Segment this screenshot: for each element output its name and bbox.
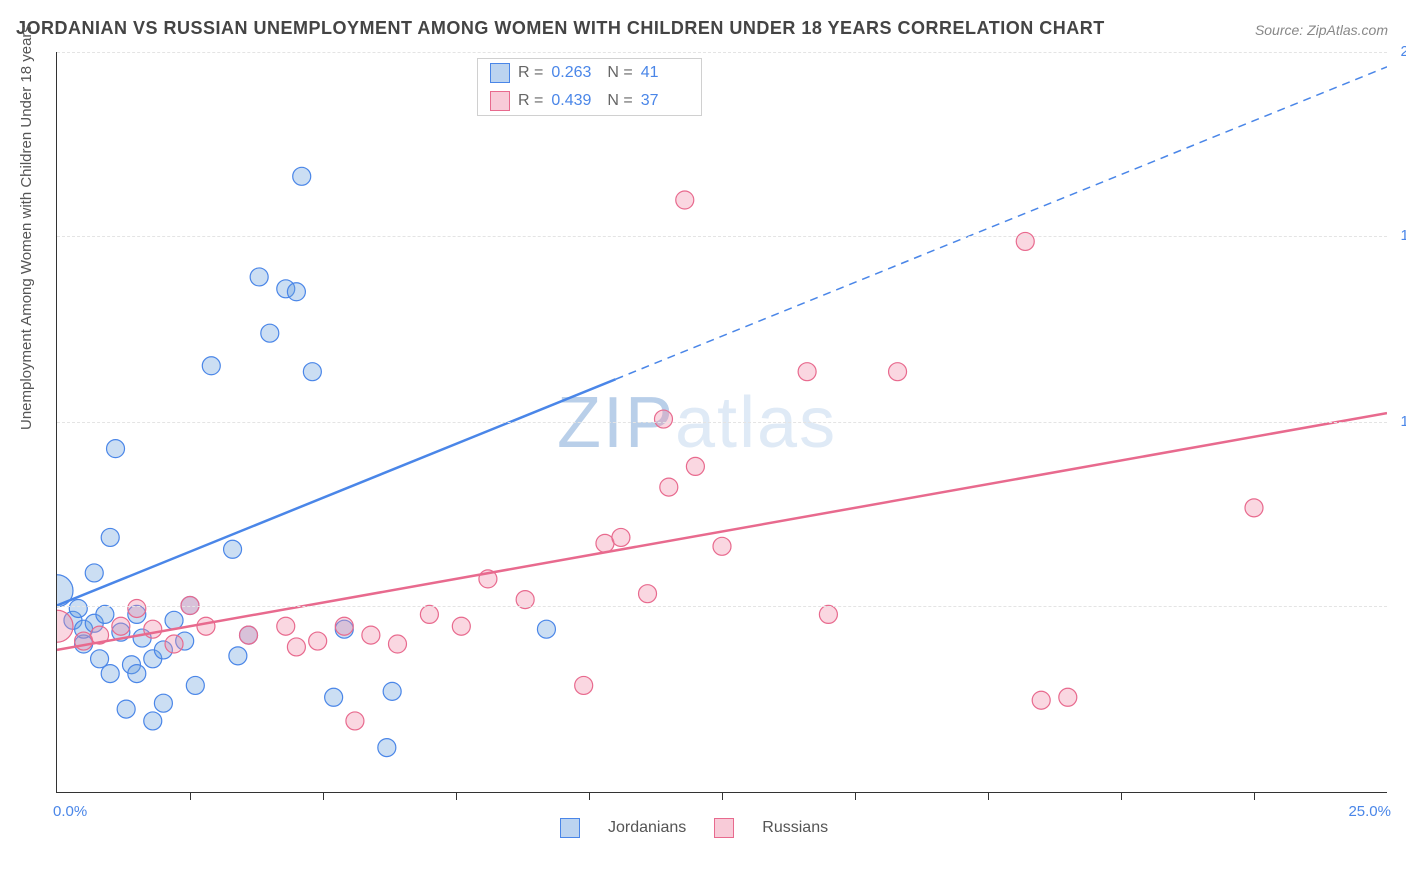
x-axis-end-label: 25.0% — [1348, 803, 1391, 820]
x-tick — [988, 792, 989, 800]
data-point — [388, 635, 406, 653]
swatch-icon — [714, 818, 734, 838]
data-point — [575, 676, 593, 694]
scatter-plot: ZIPatlas R =0.263 N =41 R =0.439 N =37 0… — [56, 52, 1387, 793]
data-point — [383, 682, 401, 700]
data-point — [660, 478, 678, 496]
data-point — [452, 617, 470, 635]
data-point — [676, 191, 694, 209]
x-tick — [1121, 792, 1122, 800]
data-point — [654, 410, 672, 428]
data-point — [229, 647, 247, 665]
data-point — [309, 632, 327, 650]
data-point — [85, 564, 103, 582]
data-point — [96, 605, 114, 623]
data-point — [420, 605, 438, 623]
data-point — [224, 540, 242, 558]
x-axis-start-label: 0.0% — [53, 803, 87, 820]
data-point — [128, 665, 146, 683]
data-point — [325, 688, 343, 706]
legend-label-russians: Russians — [762, 819, 828, 837]
data-point — [261, 324, 279, 342]
data-point — [101, 528, 119, 546]
source-label: Source: ZipAtlas.com — [1255, 22, 1388, 38]
data-point — [112, 617, 130, 635]
data-point — [1059, 688, 1077, 706]
data-point — [277, 617, 295, 635]
data-point — [1245, 499, 1263, 517]
data-point — [1032, 691, 1050, 709]
gridline — [57, 606, 1387, 607]
x-tick — [323, 792, 324, 800]
data-point — [303, 363, 321, 381]
data-point — [197, 617, 215, 635]
y-tick-label: 6.3% — [1395, 597, 1406, 614]
data-point — [144, 712, 162, 730]
data-point — [798, 363, 816, 381]
data-point — [165, 611, 183, 629]
regression-line-dashed — [616, 67, 1387, 379]
data-point — [596, 534, 614, 552]
data-point — [362, 626, 380, 644]
data-point — [335, 617, 353, 635]
data-point — [165, 635, 183, 653]
swatch-icon — [560, 818, 580, 838]
data-point — [378, 739, 396, 757]
data-point — [612, 528, 630, 546]
regression-line — [57, 379, 616, 605]
gridline — [57, 422, 1387, 423]
data-point — [819, 605, 837, 623]
gridline — [57, 52, 1387, 53]
legend-label-jordanians: Jordanians — [608, 819, 686, 837]
data-point — [128, 599, 146, 617]
data-point — [346, 712, 364, 730]
x-tick — [190, 792, 191, 800]
chart-title: JORDANIAN VS RUSSIAN UNEMPLOYMENT AMONG … — [16, 18, 1105, 39]
data-point — [101, 665, 119, 683]
data-point — [293, 167, 311, 185]
data-point — [713, 537, 731, 555]
legend: Jordanians Russians — [560, 818, 828, 838]
regression-line — [57, 413, 1387, 650]
data-point — [686, 457, 704, 475]
data-point — [537, 620, 555, 638]
y-axis-label: Unemployment Among Women with Children U… — [18, 25, 35, 430]
x-tick — [722, 792, 723, 800]
x-tick — [589, 792, 590, 800]
data-point — [117, 700, 135, 718]
data-point — [107, 440, 125, 458]
data-point — [186, 676, 204, 694]
x-tick — [855, 792, 856, 800]
y-tick-label: 12.5% — [1395, 413, 1406, 430]
x-tick — [456, 792, 457, 800]
data-point — [287, 283, 305, 301]
data-point — [287, 638, 305, 656]
data-point — [240, 626, 258, 644]
y-tick-label: 18.8% — [1395, 227, 1406, 244]
data-point — [639, 585, 657, 603]
data-point — [154, 694, 172, 712]
data-point — [889, 363, 907, 381]
data-point — [250, 268, 268, 286]
data-point — [144, 620, 162, 638]
data-point — [69, 599, 87, 617]
gridline — [57, 236, 1387, 237]
data-point — [202, 357, 220, 375]
y-tick-label: 25.0% — [1395, 43, 1406, 60]
x-tick — [1254, 792, 1255, 800]
